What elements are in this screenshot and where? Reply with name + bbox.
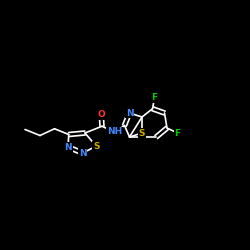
Text: O: O xyxy=(98,110,105,119)
Text: F: F xyxy=(152,94,158,102)
Text: NH: NH xyxy=(107,128,122,136)
Text: F: F xyxy=(174,128,180,138)
Text: N: N xyxy=(79,148,86,158)
Text: S: S xyxy=(139,128,145,138)
Text: N: N xyxy=(126,108,133,118)
Text: N: N xyxy=(64,142,72,152)
Text: S: S xyxy=(93,142,100,151)
